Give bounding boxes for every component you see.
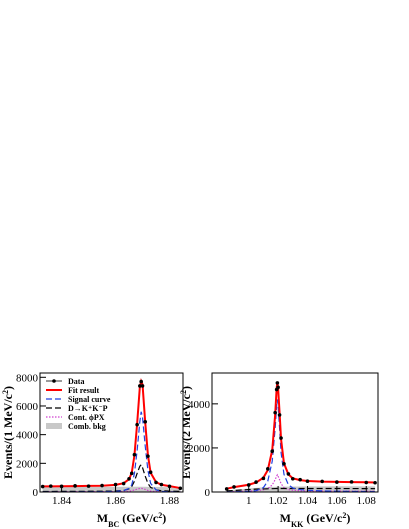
x-tick-label: 1.06 [327,495,347,507]
label-part: ) [162,511,166,525]
legend-label: Signal curve [68,395,111,404]
y-axis-label: Events/(1 MeV/c2) [1,386,16,479]
x-axis-label: MKK (GeV/c2) [280,511,351,529]
data-point [335,480,339,484]
curve [42,378,181,490]
data-point [138,384,142,388]
data-point [286,472,291,476]
data-point [100,483,104,488]
legend-symbol [46,423,62,429]
label-part: ) [179,386,193,390]
data-point [40,484,45,489]
data-point [143,419,148,424]
data-point [224,487,229,491]
label-part: KK [291,520,304,529]
curve [42,411,181,492]
data-point [139,379,143,384]
data-point [121,481,126,486]
data-point [154,480,158,485]
y-tick-label: 2000 [188,443,211,455]
data-point [148,470,153,475]
y-axis-label: Events/(2 MeV/c2) [179,386,194,479]
frame [39,372,184,493]
label-part: ) [346,511,350,525]
plot-area [224,381,377,492]
legend-label: Comb. bkg [68,422,106,431]
data-point [232,485,236,489]
x-axis-label: MBC (GeV/c2) [97,511,166,529]
x-tick-label: 1.88 [160,495,180,507]
label-part: Events/(2 MeV/c [179,393,193,479]
data-point [364,480,369,485]
data-point [266,467,270,471]
y-tick-label: 2000 [16,458,39,470]
data-point [270,449,275,454]
y-tick-label: 8000 [16,372,39,384]
data-point [127,477,131,481]
label-part: (GeV/c [303,511,343,525]
data-point [277,413,282,417]
label-part: M [97,511,108,525]
x-tick-label: 1.86 [106,495,126,507]
data-point [298,477,302,482]
y-tick-label: 0 [33,487,39,499]
label-part: M [280,511,291,525]
data-point [320,479,324,484]
data-point [140,384,145,388]
y-tick-label: 4000 [188,399,211,411]
label-part: 2 [179,390,188,394]
data-point [349,480,354,484]
y-tick-label: 6000 [16,401,39,413]
plot-area [40,378,183,492]
legend-symbol [52,379,56,383]
y-tick-label: 0 [205,487,211,499]
data-point [261,476,266,481]
x-tick-label: 1.04 [298,495,318,507]
y-tick-label: 4000 [16,430,39,442]
legend-label: Cont. ϕPX [68,413,105,422]
data-point [135,422,139,427]
legend-label: D→K⁺K⁻P [68,404,108,413]
data-point [254,480,258,484]
data-point [290,476,295,481]
data-point [246,483,251,487]
data-point [86,484,91,488]
data-point [132,452,137,457]
label-part: ) [1,386,15,390]
data-point [129,471,134,476]
data-point [279,436,283,440]
data-point [373,480,377,485]
label-part: Events/(1 MeV/c [1,393,15,479]
x-tick-label: 1.84 [52,495,72,507]
curve [226,487,376,492]
label-part: 2 [1,390,10,394]
data-point [275,381,280,385]
data-point [159,482,164,487]
data-point [73,484,77,488]
data-point [276,385,280,390]
label-part: BC [108,520,119,529]
legend-label: Fit result [68,386,100,395]
legend-label: Data [68,377,84,386]
area [42,486,181,492]
x-tick-label: 1.08 [357,495,377,507]
x-tick-label: 1.02 [268,495,287,507]
data-point [305,479,310,484]
curve [226,473,376,492]
data-point [146,454,150,458]
label-part: (GeV/c [119,511,159,525]
data-point [113,482,118,487]
data-point [48,484,53,488]
frame [211,372,379,493]
label-part: 2 [342,511,346,520]
x-tick-label: 1 [246,495,252,507]
curve [226,381,376,490]
label-part: 2 [158,511,162,520]
data-point [282,461,286,466]
data-point [178,486,183,491]
data-point [273,410,277,415]
